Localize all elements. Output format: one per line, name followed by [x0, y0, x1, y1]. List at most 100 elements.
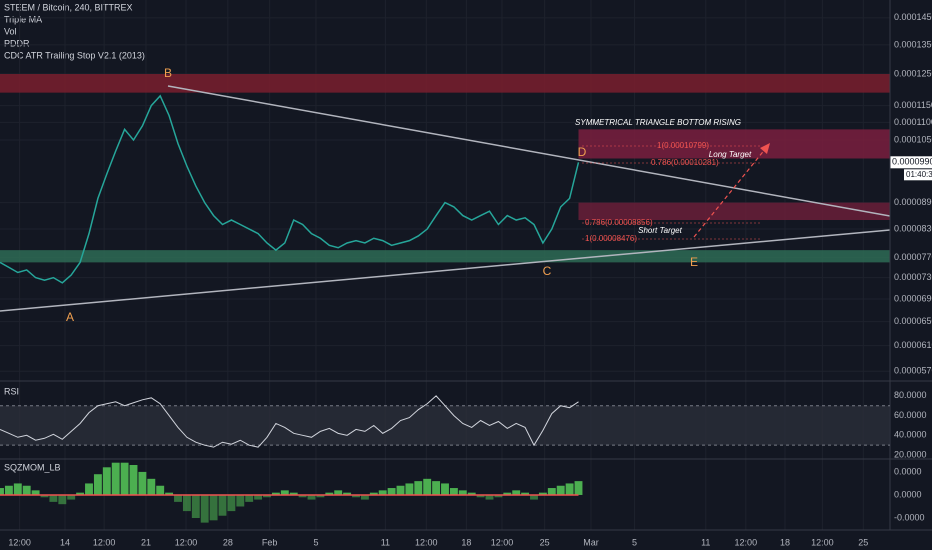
y-tick-label: 0.00008900	[894, 197, 932, 207]
momentum-bar	[298, 494, 307, 498]
momentum-bar	[191, 494, 200, 519]
momentum-bar	[289, 492, 298, 495]
zone	[578, 202, 890, 221]
x-tick-label: 12:00	[8, 537, 31, 547]
momentum-bar	[458, 490, 467, 495]
x-tick-label: 5	[313, 537, 318, 547]
indicator-label: CDC ATR Trailing Stop V2.1 (2013)	[4, 50, 145, 60]
note: Long Target	[709, 150, 752, 159]
momentum-bar	[547, 488, 556, 495]
rsi-line	[0, 395, 579, 448]
momentum-bar	[209, 494, 218, 521]
y-tick-label: 40.0000	[894, 430, 927, 440]
momentum-bar	[494, 494, 503, 498]
wave-label: B	[164, 66, 172, 80]
y-tick-label: 80.0000	[894, 390, 927, 400]
momentum-bar	[200, 494, 209, 523]
momentum-bar	[565, 483, 574, 495]
x-tick-label: 25	[858, 537, 868, 547]
x-tick-label: 12:00	[93, 537, 116, 547]
y-tick-label: 0.0000	[894, 466, 922, 476]
momentum-bar	[369, 492, 378, 495]
momentum-bar	[449, 488, 458, 495]
y-tick-label: 0.00010500	[894, 134, 932, 144]
x-tick-label: 12:00	[415, 537, 438, 547]
arrow-head	[760, 143, 770, 154]
x-tick-label: 11	[701, 537, 710, 547]
momentum-bar	[0, 488, 4, 495]
fib-label: 0.786(0.00010281)	[651, 158, 719, 167]
fib-label: 0.786(0.00008856)	[585, 218, 653, 227]
momentum-bar	[405, 483, 414, 495]
momentum-bar	[67, 494, 76, 500]
momentum-bar	[360, 494, 369, 500]
y-tick-label: 0.00013500	[894, 39, 932, 49]
y-tick-label: 0.00006500	[894, 316, 932, 326]
trendline	[167, 85, 891, 217]
momentum-bar	[352, 494, 360, 498]
momentum-bar	[423, 478, 432, 495]
y-tick-label: 0.00011500	[894, 100, 932, 110]
momentum-bar	[111, 462, 120, 495]
x-tick-label: 12:00	[491, 537, 514, 547]
zone	[0, 250, 890, 263]
y-tick-label: 0.00012500	[894, 68, 932, 78]
y-tick-label: 0.00008300	[894, 223, 932, 233]
trendline	[0, 229, 891, 312]
momentum-bar	[254, 494, 263, 500]
momentum-bar	[396, 485, 405, 495]
x-tick-label: 12:00	[175, 537, 198, 547]
momentum-bar	[467, 492, 476, 495]
momentum-bar	[530, 494, 538, 500]
momentum-bar	[378, 490, 387, 495]
momentum-bar	[58, 494, 67, 505]
x-tick-label: 11	[381, 537, 390, 547]
x-tick-label: 18	[780, 537, 790, 547]
momentum-bar	[182, 494, 191, 512]
pane-title: RSI	[4, 386, 19, 396]
x-tick-label: 28	[223, 537, 233, 547]
momentum-bar	[476, 494, 485, 498]
y-tick-label: 0.00007700	[894, 252, 932, 262]
arrow	[693, 147, 767, 238]
momentum-bar	[343, 492, 352, 495]
x-tick-label: 25	[540, 537, 550, 547]
momentum-bar	[432, 481, 441, 495]
momentum-bar	[556, 485, 565, 495]
momentum-bar	[512, 490, 521, 495]
indicator-label: Triple MA	[4, 14, 42, 24]
y-tick-label: 0.00014500	[894, 12, 932, 22]
momentum-bar	[236, 494, 245, 507]
fib-label: 1(0.00010799)	[657, 141, 709, 150]
rsi-band	[0, 405, 890, 446]
momentum-bar	[245, 494, 254, 502]
momentum-bar	[387, 488, 396, 495]
momentum-bar	[271, 492, 280, 495]
x-tick-label: Mar	[583, 537, 599, 547]
momentum-bar	[76, 492, 85, 495]
momentum-bar	[441, 483, 449, 495]
x-tick-label: Feb	[262, 537, 278, 547]
momentum-bar	[325, 492, 334, 495]
wave-label: A	[66, 310, 74, 324]
x-tick-label: 5	[632, 537, 637, 547]
indicator-label: PDDR	[4, 38, 30, 48]
y-tick-label: -0.0000	[894, 512, 925, 522]
momentum-bar	[521, 492, 530, 495]
momentum-bar	[147, 478, 156, 495]
momentum-bar	[280, 490, 289, 495]
momentum-bar	[120, 462, 129, 495]
momentum-bar	[85, 483, 93, 495]
y-tick-label: 60.0000	[894, 410, 927, 420]
note: Short Target	[638, 226, 683, 235]
last-price-box	[890, 156, 932, 169]
momentum-bar	[4, 485, 13, 495]
y-tick-label: 0.00006900	[894, 293, 932, 303]
y-tick-label: 20.0000	[894, 449, 927, 459]
y-tick-label: 0.0000	[894, 489, 922, 499]
countdown-box	[904, 169, 932, 181]
y-tick-label: 0.00011000	[894, 117, 932, 127]
x-tick-label: 12:00	[735, 537, 758, 547]
x-tick-label: 12:00	[811, 537, 834, 547]
